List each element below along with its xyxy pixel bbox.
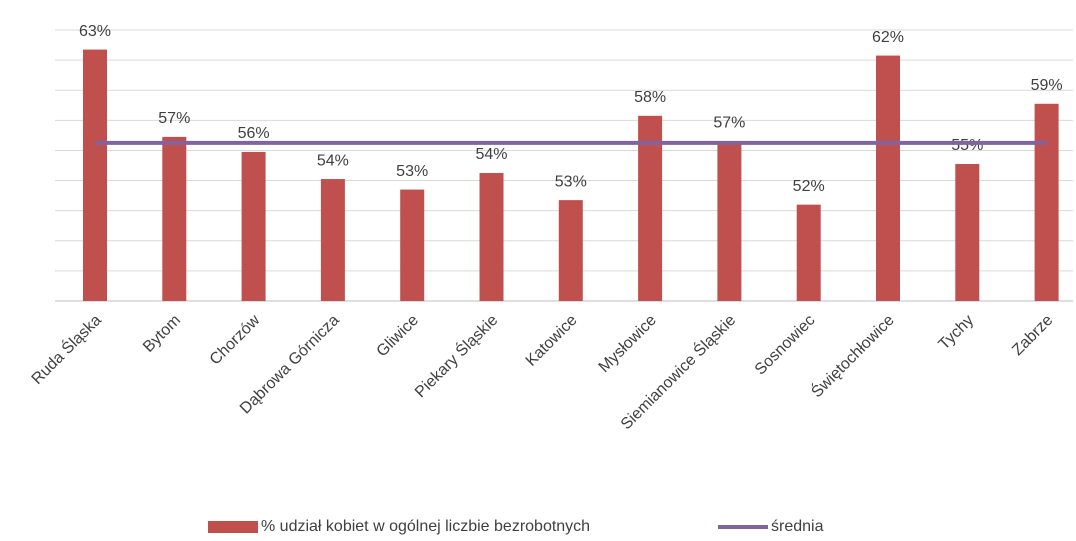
bar: [1034, 103, 1059, 302]
bar: [717, 141, 742, 301]
x-tick-label: Ruda Śląska: [27, 310, 105, 388]
bar: [479, 173, 504, 301]
bar: [638, 115, 663, 301]
bar: [955, 163, 980, 301]
data-label: 54%: [475, 146, 507, 163]
data-label: 57%: [158, 110, 190, 127]
data-label: 62%: [872, 29, 904, 46]
x-tick-label: Świętochłowice: [807, 310, 898, 401]
data-label: 55%: [951, 137, 983, 154]
x-tick-label: Katowice: [523, 312, 581, 370]
data-label: 53%: [555, 173, 587, 190]
bar: [876, 55, 900, 301]
x-tick-label: Mysłowice: [596, 312, 660, 376]
x-tick-label: Chorzów: [207, 311, 264, 368]
bar: [83, 49, 107, 302]
data-label: 54%: [317, 152, 349, 169]
data-label: 57%: [713, 115, 745, 132]
bar: [162, 136, 187, 301]
bar: [241, 151, 266, 301]
data-label: 59%: [1031, 77, 1063, 94]
x-tick-label: Sosnowiec: [752, 312, 819, 379]
x-tick-label: Gliwice: [374, 312, 423, 361]
data-label: 63%: [79, 23, 111, 40]
bar: [796, 204, 821, 301]
x-tick-label: Zabrze: [1009, 312, 1056, 359]
data-label: 56%: [238, 125, 270, 142]
legend-label: średnia: [771, 518, 824, 535]
bar: [400, 189, 425, 301]
data-label: 52%: [793, 178, 825, 195]
data-label: 53%: [396, 163, 428, 180]
x-tick-label: Bytom: [140, 312, 184, 356]
bar: [558, 200, 583, 301]
x-tick-label: Tychy: [936, 312, 978, 354]
x-tick-label: Piekary Śląskie: [411, 310, 502, 401]
legend-swatch: [208, 521, 258, 533]
data-label: 58%: [634, 89, 666, 106]
legend-label: % udział kobiet w ogólnej liczbie bezrob…: [261, 518, 590, 535]
bar: [320, 179, 345, 301]
